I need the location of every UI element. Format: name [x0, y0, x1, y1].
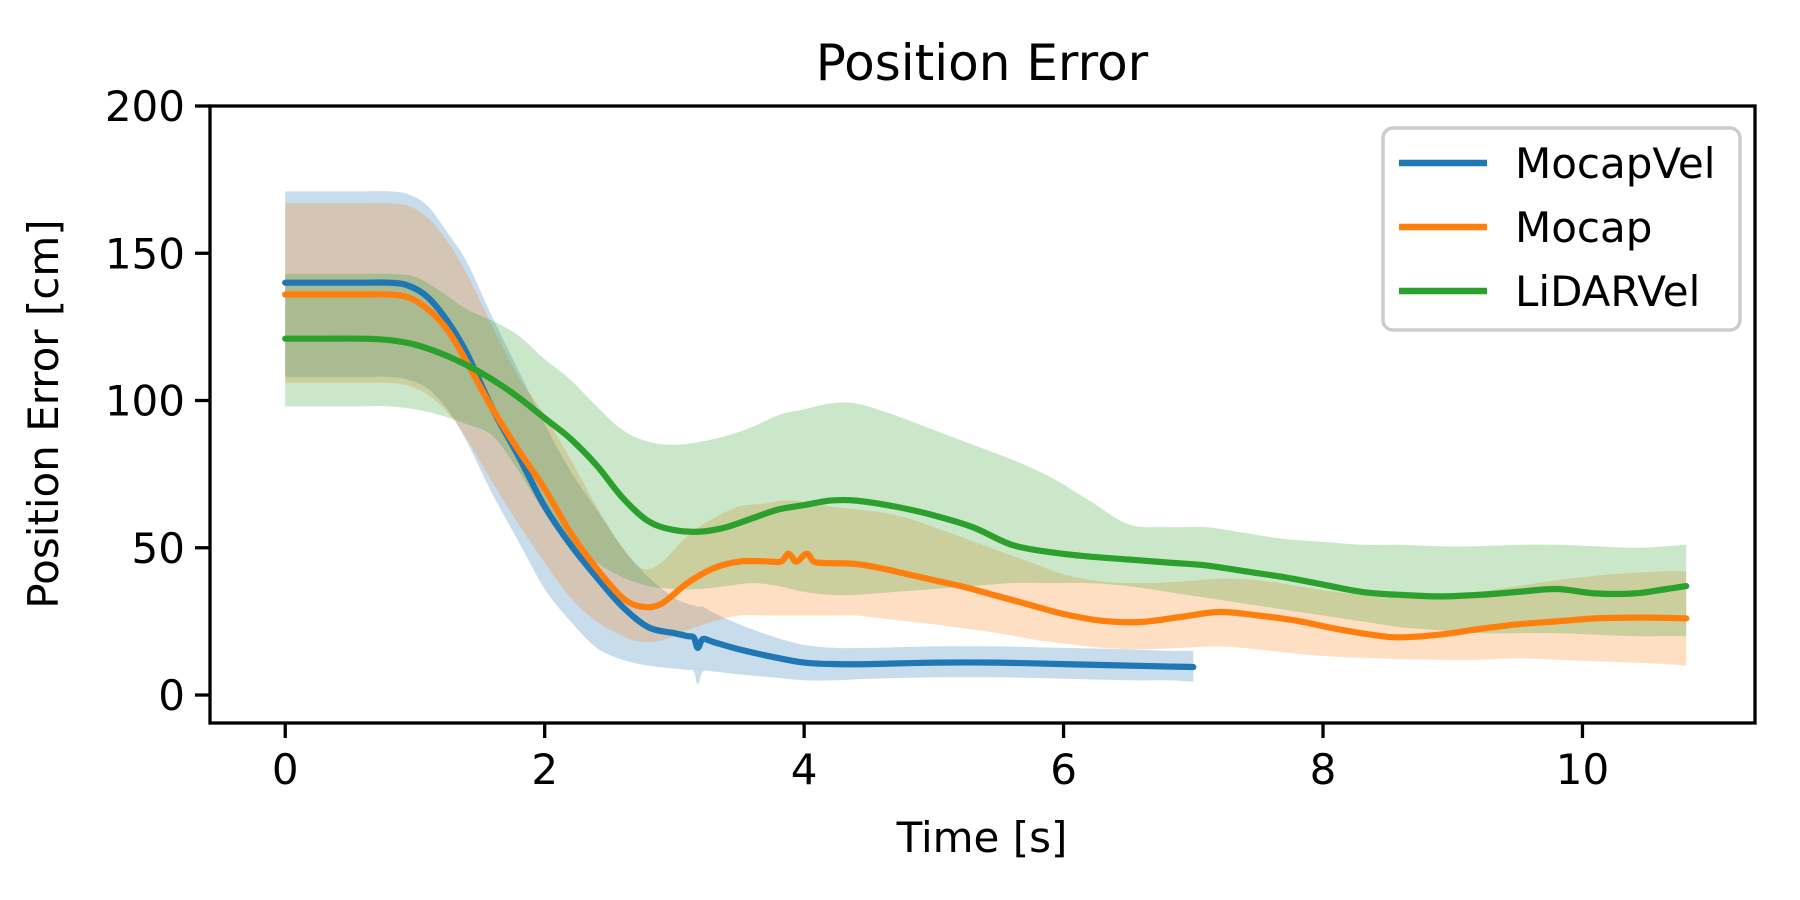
chart-title: Position Error [816, 34, 1149, 92]
mocapvel-confidence-band [285, 191, 1194, 685]
lidarvel-confidence-band [285, 273, 1687, 637]
lidarvel-line [282, 335, 1690, 600]
legend-label-mocapvel: MocapVel [1515, 139, 1715, 188]
x-tick-label: 0 [272, 745, 299, 794]
y-tick-label: 100 [105, 377, 185, 426]
y-tick-label: 200 [105, 82, 185, 131]
legend-frame [1381, 126, 1742, 332]
y-tick-label: 150 [105, 229, 185, 278]
x-tick-label: 6 [1050, 745, 1077, 794]
y-axis-label: Position Error [cm] [19, 219, 68, 608]
legend-label-lidarvel: LiDARVel [1515, 267, 1700, 316]
legend: MocapVel Mocap LiDARVel [1381, 126, 1742, 332]
plot-data-layer [282, 191, 1690, 685]
x-tick-label: 4 [791, 745, 818, 794]
axes-spines [208, 104, 1757, 725]
y-tick-label: 50 [132, 524, 185, 573]
y-tick-label: 0 [158, 671, 185, 720]
legend-label-mocap: Mocap [1515, 203, 1652, 252]
mocap-line [282, 291, 1690, 641]
x-axis-label: Time [s] [896, 813, 1068, 862]
x-tick-label: 2 [531, 745, 558, 794]
x-tick-label: 10 [1556, 745, 1609, 794]
x-tick-label: 8 [1310, 745, 1337, 794]
mocapvel-line [282, 279, 1197, 671]
